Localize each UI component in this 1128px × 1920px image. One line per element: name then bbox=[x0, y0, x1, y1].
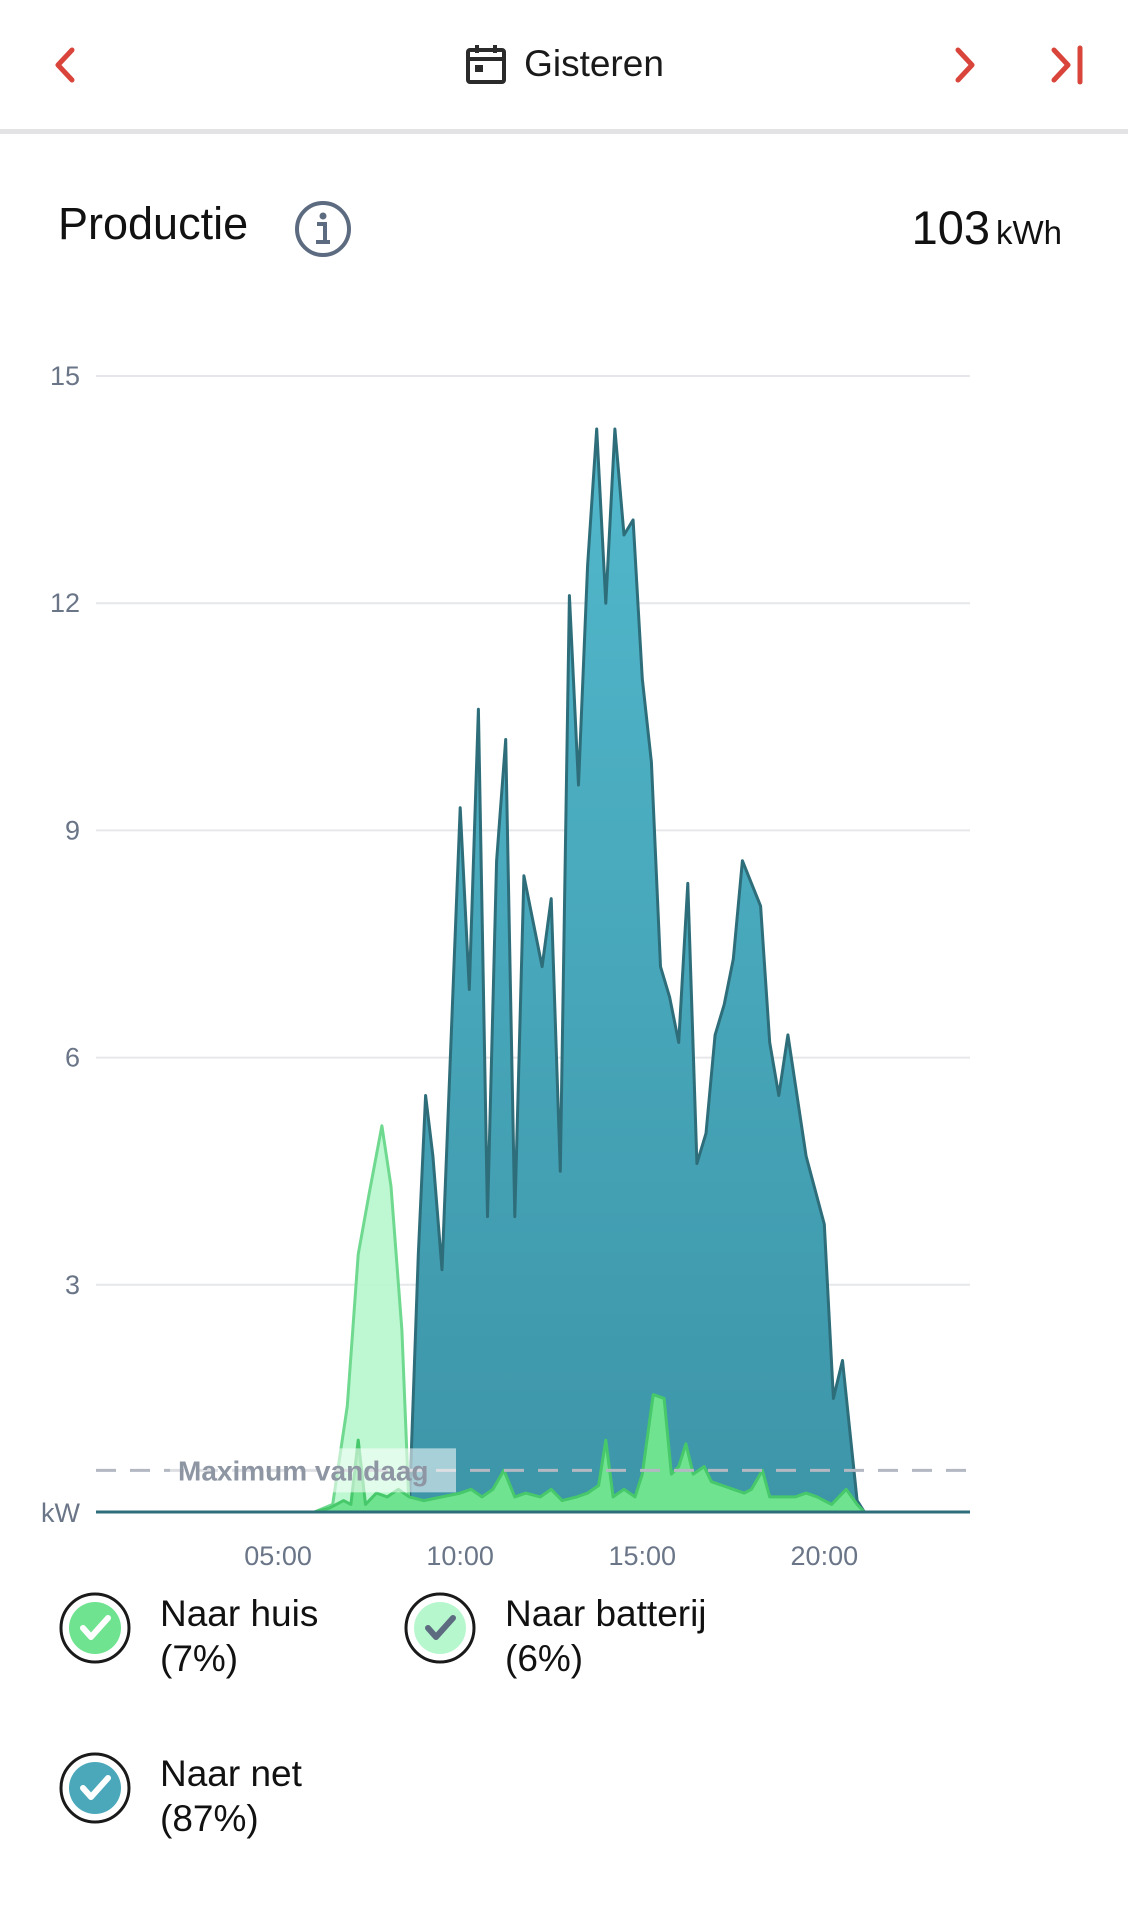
y-tick-label: 12 bbox=[50, 588, 80, 618]
date-selector[interactable]: Gisteren bbox=[464, 34, 664, 94]
y-tick-label: 9 bbox=[65, 815, 80, 845]
calendar-icon bbox=[466, 45, 507, 84]
skip-to-end-icon bbox=[1051, 45, 1083, 85]
legend-text: Naar net (87%) bbox=[160, 1751, 302, 1841]
y-unit-label: kW bbox=[41, 1498, 81, 1528]
checkmark-icon bbox=[59, 1752, 131, 1824]
y-tick-label: 3 bbox=[65, 1270, 80, 1300]
legend-percent: (87%) bbox=[160, 1798, 259, 1839]
y-tick-label: 6 bbox=[65, 1043, 80, 1073]
legend-percent: (7%) bbox=[160, 1638, 239, 1679]
legend-percent: (6%) bbox=[505, 1638, 584, 1679]
series-naar-net-area bbox=[96, 429, 970, 1512]
checkmark-icon bbox=[404, 1592, 476, 1664]
max-line-label: Maximum vandaag bbox=[178, 1455, 429, 1486]
legend-label: Naar net bbox=[160, 1753, 302, 1794]
production-total-unit: kWh bbox=[996, 214, 1062, 251]
y-tick-label: 15 bbox=[50, 361, 80, 391]
max-line-label-bg bbox=[170, 1448, 456, 1493]
info-icon[interactable] bbox=[294, 200, 352, 258]
x-tick-label: 20:00 bbox=[791, 1541, 859, 1571]
legend-text: Naar huis (7%) bbox=[160, 1591, 318, 1681]
chevron-left-icon bbox=[55, 47, 75, 83]
legend-item[interactable]: Naar huis (7%) bbox=[58, 1591, 318, 1681]
x-tick-label: 10:00 bbox=[426, 1541, 494, 1571]
checkmark-icon bbox=[59, 1592, 131, 1664]
production-title: Productie bbox=[58, 198, 249, 249]
next-day-button[interactable] bbox=[934, 34, 994, 94]
previous-day-button[interactable] bbox=[36, 34, 96, 94]
top-bar: Gisteren bbox=[0, 0, 1128, 134]
production-chart: 3 6 9 12 15 kW 05:00 10:00 15:00 20:00 Maximum van… bbox=[41, 361, 970, 1571]
legend-item[interactable]: Naar batterij (6%) bbox=[403, 1591, 707, 1681]
last-day-button[interactable] bbox=[1040, 34, 1100, 94]
x-tick-label: 05:00 bbox=[244, 1541, 312, 1571]
production-total: 103 kWh bbox=[912, 200, 1062, 255]
legend-label: Naar huis bbox=[160, 1593, 319, 1634]
series-naar-net-line bbox=[96, 427, 970, 1514]
chevron-right-icon bbox=[955, 47, 975, 83]
date-label: Gisteren bbox=[524, 43, 664, 84]
legend-text: Naar batterij (6%) bbox=[505, 1591, 707, 1681]
x-tick-label: 15:00 bbox=[608, 1541, 676, 1571]
production-total-value: 103 bbox=[911, 201, 990, 254]
series-naar-batterij-line bbox=[96, 1124, 970, 1514]
legend-label: Naar batterij bbox=[505, 1593, 707, 1634]
legend-item[interactable]: Naar net (87%) bbox=[58, 1751, 302, 1841]
